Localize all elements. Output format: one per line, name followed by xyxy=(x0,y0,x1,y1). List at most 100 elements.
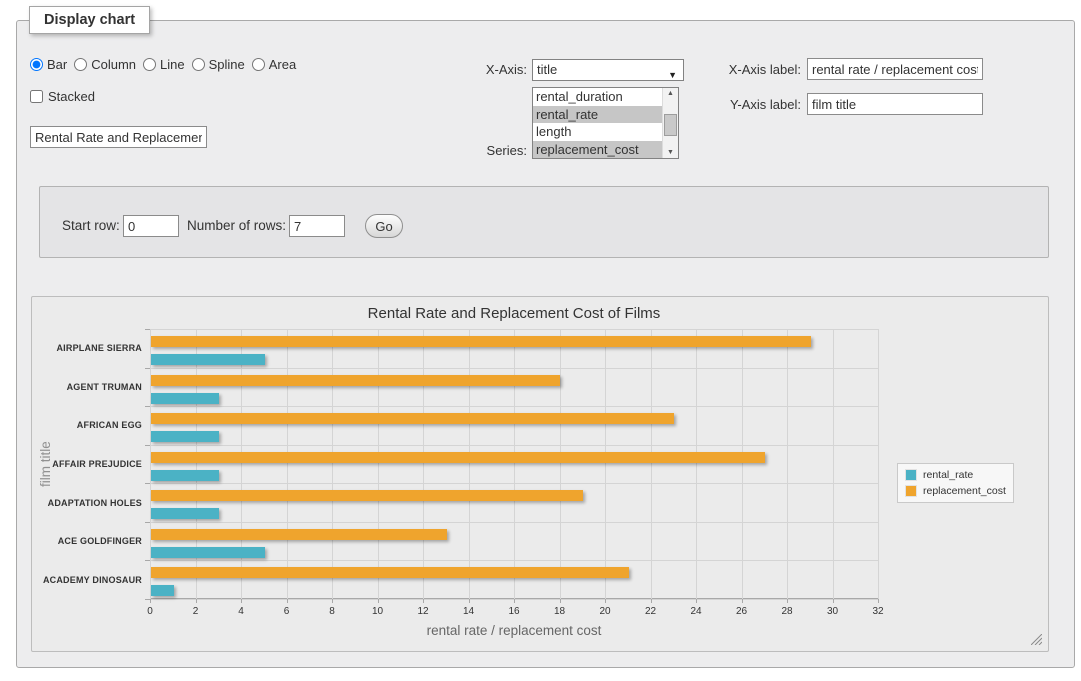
chart-type-option-bar[interactable]: Bar xyxy=(30,57,67,72)
x-axis-label-field-label: X-Axis label: xyxy=(657,59,801,81)
x-tick-label: 22 xyxy=(636,606,666,617)
x-tick-mark xyxy=(378,599,379,603)
radio-area[interactable] xyxy=(252,58,265,71)
x-tick-mark xyxy=(196,599,197,603)
chart-type-option-area[interactable]: Area xyxy=(252,57,296,72)
panel-legend: Display chart xyxy=(29,6,150,34)
gridline-vertical xyxy=(150,329,151,599)
bar-replacement_cost xyxy=(151,452,765,463)
gridline-vertical xyxy=(287,329,288,599)
gridline-horizontal xyxy=(150,368,878,369)
x-tick-mark xyxy=(787,599,788,603)
category-label: AFRICAN EGG xyxy=(32,420,142,430)
x-tick-label: 8 xyxy=(317,606,347,617)
stacked-label: Stacked xyxy=(48,89,95,104)
go-button[interactable]: Go xyxy=(365,214,403,238)
bar-rental_rate xyxy=(151,547,265,558)
chart-type-option-column[interactable]: Column xyxy=(74,57,136,72)
gridline-vertical xyxy=(378,329,379,599)
category-label: ACADEMY DINOSAUR xyxy=(32,575,142,585)
x-tick-label: 4 xyxy=(226,606,256,617)
gridline-vertical xyxy=(241,329,242,599)
series-option-rental_duration[interactable]: rental_duration xyxy=(533,88,662,106)
legend-swatch-rental_rate xyxy=(905,469,917,481)
x-tick-mark xyxy=(560,599,561,603)
gridline-vertical xyxy=(605,329,606,599)
series-option-length[interactable]: length xyxy=(533,123,662,141)
bar-rental_rate xyxy=(151,470,219,481)
x-axis-label-input[interactable] xyxy=(807,58,983,80)
x-tick-mark xyxy=(605,599,606,603)
series-option-rental_rate[interactable]: rental_rate xyxy=(533,106,662,124)
x-tick-label: 16 xyxy=(499,606,529,617)
y-axis-label-field-label: Y-Axis label: xyxy=(657,94,801,116)
bar-rental_rate xyxy=(151,393,219,404)
chart-canvas: Rental Rate and Replacement Cost of Film… xyxy=(31,296,1049,652)
number-of-rows-input[interactable] xyxy=(289,215,345,237)
scroll-down-icon[interactable]: ▼ xyxy=(663,149,678,156)
series-option-replacement_cost[interactable]: replacement_cost xyxy=(533,141,662,159)
scrollbar-thumb[interactable] xyxy=(664,114,677,136)
radio-label-spline: Spline xyxy=(209,57,245,72)
chart-type-radio-group: Bar Column Line Spline Area xyxy=(30,57,303,72)
x-tick-label: 18 xyxy=(545,606,575,617)
x-tick-label: 28 xyxy=(772,606,802,617)
y-tick-mark xyxy=(145,368,150,369)
category-label: AGENT TRUMAN xyxy=(32,382,142,392)
gridline-horizontal xyxy=(150,522,878,523)
gridline-vertical xyxy=(196,329,197,599)
radio-label-column: Column xyxy=(91,57,136,72)
bar-rental_rate xyxy=(151,508,219,519)
y-tick-mark xyxy=(145,560,150,561)
bar-replacement_cost xyxy=(151,413,674,424)
x-tick-mark xyxy=(651,599,652,603)
display-chart-panel: Display chart BarColumnLineSplineArea St… xyxy=(16,20,1075,668)
gridline-vertical xyxy=(742,329,743,599)
legend-label-replacement_cost: replacement_cost xyxy=(923,485,1006,497)
series-options: rental_durationrental_ratelengthreplacem… xyxy=(533,88,662,158)
x-tick-label: 12 xyxy=(408,606,438,617)
x-tick-mark xyxy=(150,599,151,603)
x-tick-label: 6 xyxy=(272,606,302,617)
radio-bar[interactable] xyxy=(30,58,43,71)
bar-replacement_cost xyxy=(151,529,447,540)
radio-label-bar: Bar xyxy=(47,57,67,72)
y-tick-mark xyxy=(145,483,150,484)
x-tick-label: 24 xyxy=(681,606,711,617)
radio-label-area: Area xyxy=(269,57,296,72)
x-axis-title: rental rate / replacement cost xyxy=(150,623,878,638)
y-axis-label-input[interactable] xyxy=(807,93,983,115)
legend-item-rental_rate[interactable]: rental_rate xyxy=(905,469,1006,481)
bar-rental_rate xyxy=(151,585,174,596)
number-of-rows-label: Number of rows: xyxy=(187,215,286,237)
chart-title-input[interactable] xyxy=(30,126,207,148)
bar-replacement_cost xyxy=(151,375,560,386)
x-axis-select-label: X-Axis: xyxy=(417,59,527,81)
legend-item-replacement_cost[interactable]: replacement_cost xyxy=(905,485,1006,497)
gridline-vertical xyxy=(878,329,879,599)
chart-legend: rental_rate replacement_cost xyxy=(897,463,1014,503)
gridline-horizontal xyxy=(150,406,878,407)
stacked-option[interactable]: Stacked xyxy=(30,89,95,104)
legend-swatch-replacement_cost xyxy=(905,485,917,497)
radio-spline[interactable] xyxy=(192,58,205,71)
stacked-checkbox[interactable] xyxy=(30,90,43,103)
x-tick-label: 2 xyxy=(181,606,211,617)
x-tick-label: 10 xyxy=(363,606,393,617)
chart-type-option-line[interactable]: Line xyxy=(143,57,185,72)
y-tick-mark xyxy=(145,445,150,446)
radio-line[interactable] xyxy=(143,58,156,71)
gridline-horizontal xyxy=(150,329,878,330)
resize-handle-icon[interactable] xyxy=(1031,634,1042,645)
plot-area xyxy=(150,329,878,599)
x-tick-mark xyxy=(332,599,333,603)
radio-column[interactable] xyxy=(74,58,87,71)
start-row-input[interactable] xyxy=(123,215,179,237)
category-label: AFFAIR PREJUDICE xyxy=(32,459,142,469)
x-tick-label: 32 xyxy=(863,606,893,617)
chart-type-option-spline[interactable]: Spline xyxy=(192,57,245,72)
x-tick-label: 26 xyxy=(727,606,757,617)
start-row-label: Start row: xyxy=(62,215,120,237)
gridline-vertical xyxy=(833,329,834,599)
x-tick-mark xyxy=(469,599,470,603)
